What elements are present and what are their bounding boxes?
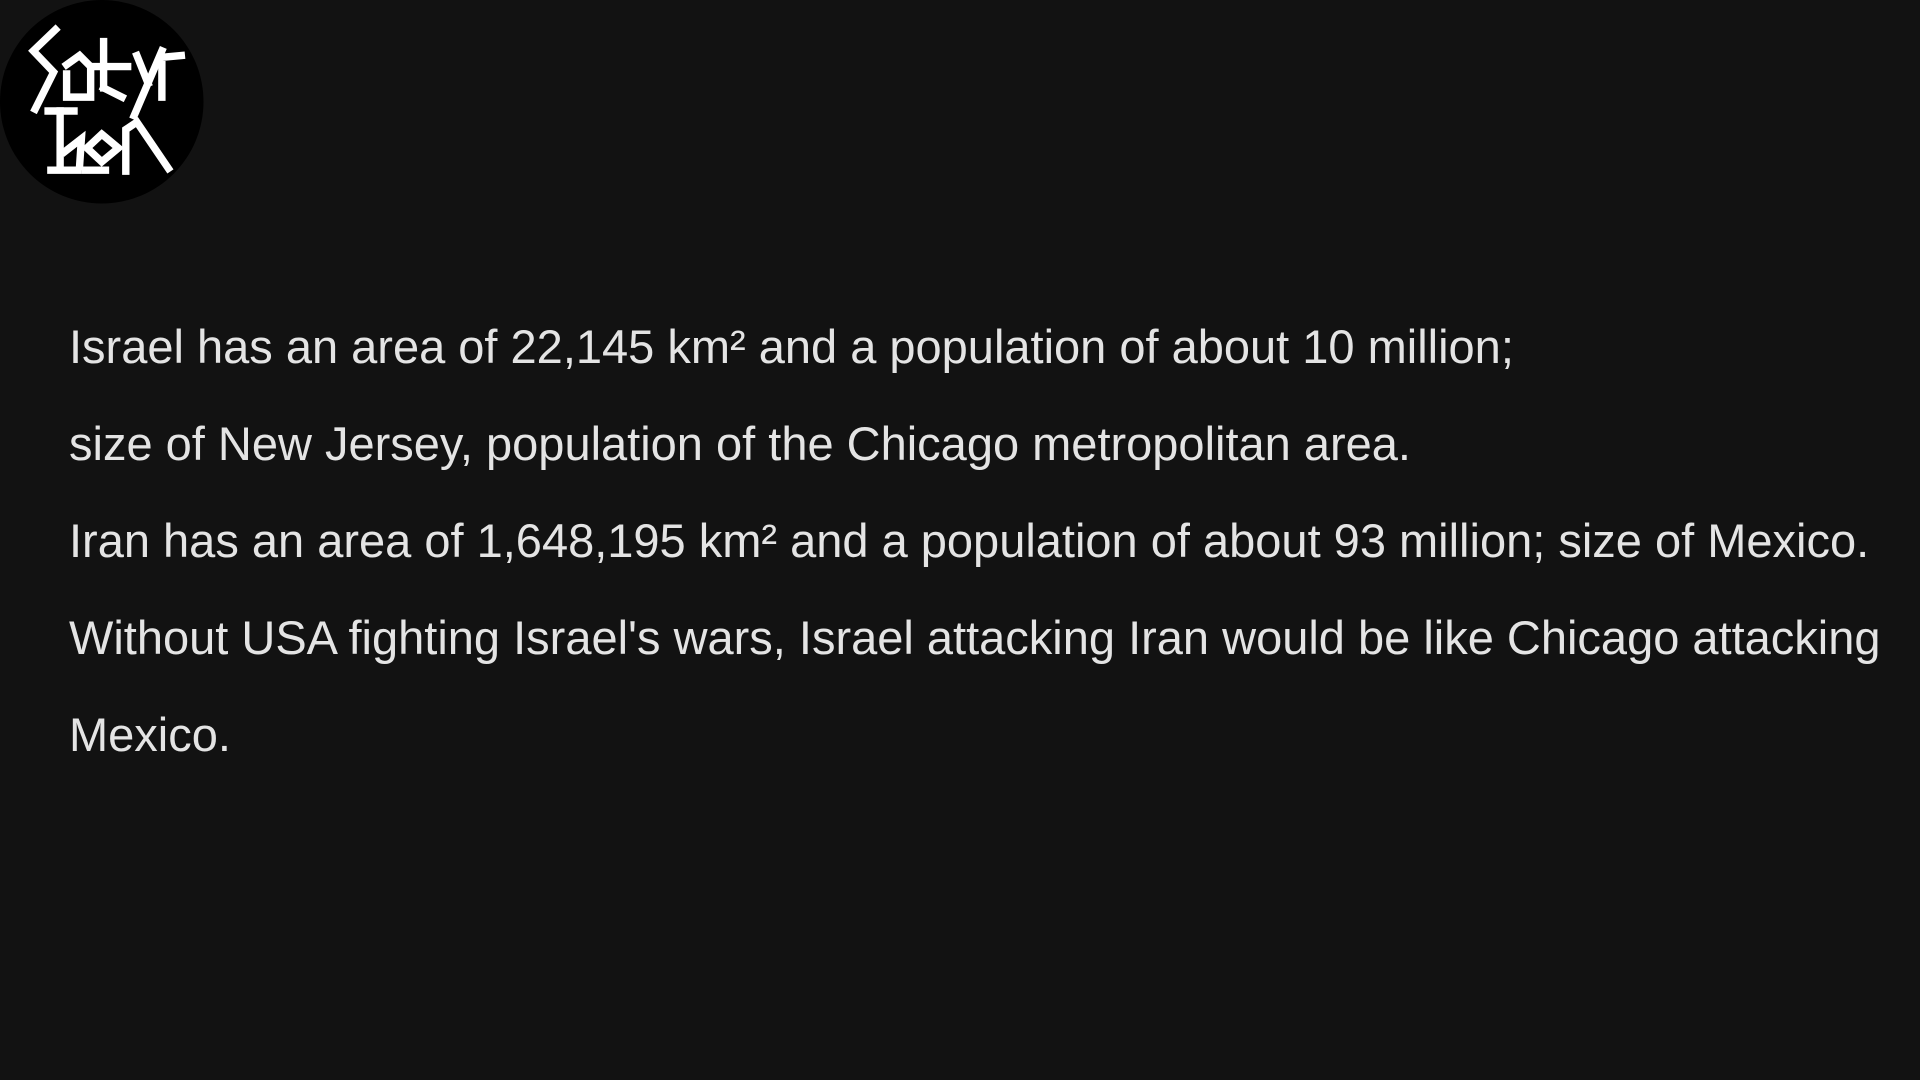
paragraph-conclusion: Without USA fighting Israel's wars, Isra… bbox=[69, 611, 1881, 761]
paragraph-comparison: size of New Jersey, population of the Ch… bbox=[69, 417, 1411, 470]
logo-icon bbox=[0, 0, 204, 204]
post-body: Israel has an area of 22,145 km² and a p… bbox=[69, 298, 1889, 783]
paragraph-iran: Iran has an area of 1,648,195 km² and a … bbox=[69, 514, 1870, 567]
satyr-ikon-logo bbox=[0, 0, 222, 222]
paragraph-israel: Israel has an area of 22,145 km² and a p… bbox=[69, 320, 1514, 373]
